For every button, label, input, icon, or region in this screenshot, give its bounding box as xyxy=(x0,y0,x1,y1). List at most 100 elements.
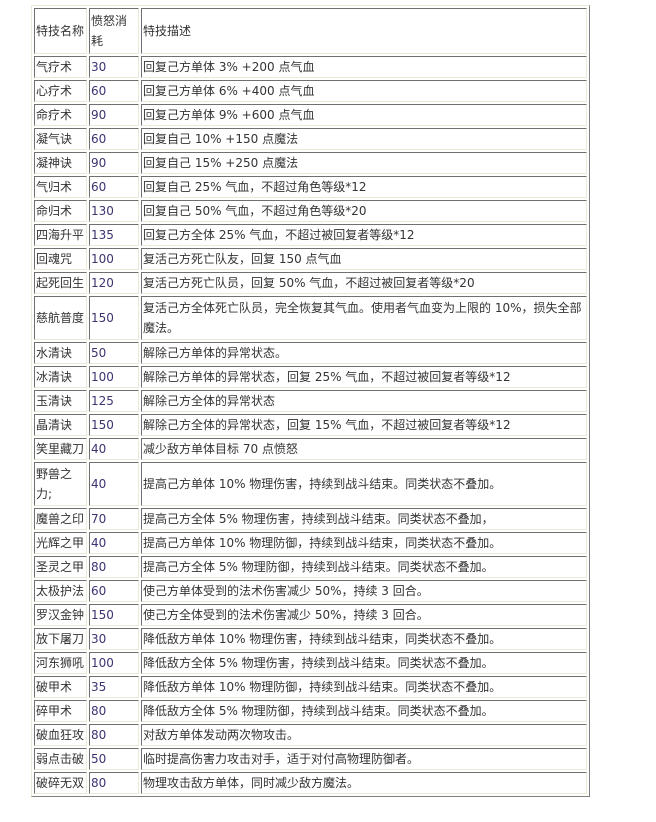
rage-cost-cell: 35 xyxy=(89,676,139,698)
skill-description-cell: 使己方全体受到的法术伤害减少 50%，持续 3 回合。 xyxy=(141,604,587,626)
rage-cost-cell: 60 xyxy=(89,128,139,150)
skill-name-cell: 魔兽之印 xyxy=(34,508,87,530)
skill-name-cell: 玉清诀 xyxy=(34,390,87,412)
skill-description-cell: 提高己方全体 5% 物理防御，持续到战斗结束。同类状态不叠加。 xyxy=(141,556,587,578)
rage-cost-cell: 90 xyxy=(89,104,139,126)
skill-description-cell: 提高己方全体 5% 物理伤害，持续到战斗结束。同类状态不叠加， xyxy=(141,508,587,530)
skill-name-cell: 河东狮吼 xyxy=(34,652,87,674)
skill-description-cell: 回复自己 15% +250 点魔法 xyxy=(141,152,587,174)
rage-cost-cell: 40 xyxy=(89,532,139,554)
skill-description-cell: 回复自己 25% 气血，不超过角色等级*12 xyxy=(141,176,587,198)
rage-cost-cell: 100 xyxy=(89,652,139,674)
skill-description-cell: 回复自己 10% +150 点魔法 xyxy=(141,128,587,150)
skill-name-cell: 放下屠刀 xyxy=(34,628,87,650)
header-rage-cost: 愤怒消耗 xyxy=(89,8,139,54)
table-row: 光辉之甲 40 提高己方单体 10% 物理防御，持续到战斗结束，同类状态不叠加。 xyxy=(34,532,587,554)
skill-name-cell: 冰清诀 xyxy=(34,366,87,388)
table-row: 破血狂攻 80 对敌方单体发动两次物攻击。 xyxy=(34,724,587,746)
table-row: 晶清诀 150 解除己方全体的异常状态，回复 15% 气血，不超过被回复者等级*12 xyxy=(34,414,587,436)
rage-cost-cell: 150 xyxy=(89,296,139,340)
rage-cost-cell: 50 xyxy=(89,342,139,364)
skill-description-cell: 使己方单体受到的法术伤害减少 50%，持续 3 回合。 xyxy=(141,580,587,602)
skill-name-cell: 四海升平 xyxy=(34,224,87,246)
rage-cost-cell: 125 xyxy=(89,390,139,412)
table-row: 玉清诀 125 解除己方全体的异常状态 xyxy=(34,390,587,412)
rage-cost-cell: 50 xyxy=(89,748,139,770)
skill-name-cell: 晶清诀 xyxy=(34,414,87,436)
rage-cost-cell: 60 xyxy=(89,580,139,602)
skill-name-cell: 圣灵之甲 xyxy=(34,556,87,578)
table-row: 气疗术 30 回复己方单体 3% +200 点气血 xyxy=(34,56,587,78)
rage-cost-cell: 30 xyxy=(89,56,139,78)
table-row: 命归术 130 回复自己 50% 气血，不超过角色等级*20 xyxy=(34,200,587,222)
skill-description-cell: 降低敌方全体 5% 物理伤害，持续到战斗结束。同类状态不叠加。 xyxy=(141,652,587,674)
rage-cost-cell: 60 xyxy=(89,80,139,102)
table-header-row: 特技名称 愤怒消耗 特技描述 xyxy=(34,8,587,54)
table-row: 魔兽之印 70 提高己方全体 5% 物理伤害，持续到战斗结束。同类状态不叠加， xyxy=(34,508,587,530)
skill-description-cell: 回复自己 50% 气血，不超过角色等级*20 xyxy=(141,200,587,222)
table-row: 回魂咒 100 复活己方死亡队友，回复 150 点气血 xyxy=(34,248,587,270)
table-row: 凝气诀 60 回复自己 10% +150 点魔法 xyxy=(34,128,587,150)
skill-name-cell: 野兽之力; xyxy=(34,462,87,506)
table-row: 太极护法 60 使己方单体受到的法术伤害减少 50%，持续 3 回合。 xyxy=(34,580,587,602)
skill-description-cell: 复活己方全体死亡队员，完全恢复其气血。使用者气血变为上限的 10%，损失全部魔法… xyxy=(141,296,587,340)
skill-description-cell: 解除己方全体的异常状态，回复 15% 气血，不超过被回复者等级*12 xyxy=(141,414,587,436)
skill-description-cell: 回复己方单体 9% +600 点气血 xyxy=(141,104,587,126)
skill-description-cell: 提高己方单体 10% 物理伤害，持续到战斗结束。同类状态不叠加。 xyxy=(141,462,587,506)
skill-name-cell: 碎甲术 xyxy=(34,700,87,722)
skill-name-cell: 弱点击破 xyxy=(34,748,87,770)
rage-cost-cell: 100 xyxy=(89,366,139,388)
table-row: 水清诀 50 解除己方单体的异常状态。 xyxy=(34,342,587,364)
skill-name-cell: 笑里藏刀 xyxy=(34,438,87,460)
skill-name-cell: 心疗术 xyxy=(34,80,87,102)
table-row: 命疗术 90 回复己方单体 9% +600 点气血 xyxy=(34,104,587,126)
skill-description-cell: 减少敌方单体目标 70 点愤怒 xyxy=(141,438,587,460)
skill-name-cell: 凝神诀 xyxy=(34,152,87,174)
skill-name-cell: 气疗术 xyxy=(34,56,87,78)
table-row: 四海升平 135 回复己方全体 25% 气血，不超过被回复者等级*12 xyxy=(34,224,587,246)
skill-description-cell: 复活己方死亡队员，回复 50% 气血，不超过被回复者等级*20 xyxy=(141,272,587,294)
skill-description-cell: 回复己方单体 6% +400 点气血 xyxy=(141,80,587,102)
table-row: 野兽之力; 40 提高己方单体 10% 物理伤害，持续到战斗结束。同类状态不叠加。 xyxy=(34,462,587,506)
table-row: 河东狮吼 100 降低敌方全体 5% 物理伤害，持续到战斗结束。同类状态不叠加。 xyxy=(34,652,587,674)
rage-cost-cell: 150 xyxy=(89,414,139,436)
rage-cost-cell: 60 xyxy=(89,176,139,198)
rage-cost-cell: 80 xyxy=(89,724,139,746)
skill-name-cell: 罗汉金钟 xyxy=(34,604,87,626)
skill-description-cell: 回复己方单体 3% +200 点气血 xyxy=(141,56,587,78)
header-skill-name: 特技名称 xyxy=(34,8,87,54)
rage-cost-cell: 80 xyxy=(89,700,139,722)
skill-description-cell: 对敌方单体发动两次物攻击。 xyxy=(141,724,587,746)
rage-cost-cell: 130 xyxy=(89,200,139,222)
rage-cost-cell: 135 xyxy=(89,224,139,246)
table-row: 气归术 60 回复自己 25% 气血，不超过角色等级*12 xyxy=(34,176,587,198)
skill-name-cell: 破血狂攻 xyxy=(34,724,87,746)
skill-name-cell: 命疗术 xyxy=(34,104,87,126)
skill-name-cell: 破碎无双 xyxy=(34,772,87,794)
skill-description-cell: 临时提高伤害力攻击对手，适于对付高物理防御者。 xyxy=(141,748,587,770)
skill-description-cell: 回复己方全体 25% 气血，不超过被回复者等级*12 xyxy=(141,224,587,246)
skills-table-body: 特技名称 愤怒消耗 特技描述 气疗术 30 回复己方单体 3% +200 点气血 心疗… xyxy=(34,8,587,794)
table-row: 笑里藏刀 40 减少敌方单体目标 70 点愤怒 xyxy=(34,438,587,460)
table-row: 心疗术 60 回复己方单体 6% +400 点气血 xyxy=(34,80,587,102)
skill-name-cell: 光辉之甲 xyxy=(34,532,87,554)
table-row: 罗汉金钟 150 使己方全体受到的法术伤害减少 50%，持续 3 回合。 xyxy=(34,604,587,626)
skill-name-cell: 慈航普度 xyxy=(34,296,87,340)
rage-cost-cell: 100 xyxy=(89,248,139,270)
table-row: 弱点击破 50 临时提高伤害力攻击对手，适于对付高物理防御者。 xyxy=(34,748,587,770)
skill-name-cell: 太极护法 xyxy=(34,580,87,602)
skill-description-cell: 解除己方单体的异常状态。 xyxy=(141,342,587,364)
rage-cost-cell: 30 xyxy=(89,628,139,650)
skills-table: 特技名称 愤怒消耗 特技描述 气疗术 30 回复己方单体 3% +200 点气血 心疗… xyxy=(31,5,590,797)
skill-description-cell: 解除己方单体的异常状态，回复 25% 气血，不超过被回复者等级*12 xyxy=(141,366,587,388)
skill-description-cell: 降低敌方单体 10% 物理防御，持续到战斗结束。同类状态不叠加。 xyxy=(141,676,587,698)
table-row: 碎甲术 80 降低敌方全体 5% 物理防御，持续到战斗结束。同类状态不叠加。 xyxy=(34,700,587,722)
table-row: 圣灵之甲 80 提高己方全体 5% 物理防御，持续到战斗结束。同类状态不叠加。 xyxy=(34,556,587,578)
skill-name-cell: 命归术 xyxy=(34,200,87,222)
rage-cost-cell: 120 xyxy=(89,272,139,294)
rage-cost-cell: 40 xyxy=(89,462,139,506)
skill-description-cell: 物理攻击敌方单体，同时减少敌方魔法。 xyxy=(141,772,587,794)
rage-cost-cell: 90 xyxy=(89,152,139,174)
skill-name-cell: 凝气诀 xyxy=(34,128,87,150)
skill-description-cell: 降低敌方全体 5% 物理防御，持续到战斗结束。同类状态不叠加。 xyxy=(141,700,587,722)
